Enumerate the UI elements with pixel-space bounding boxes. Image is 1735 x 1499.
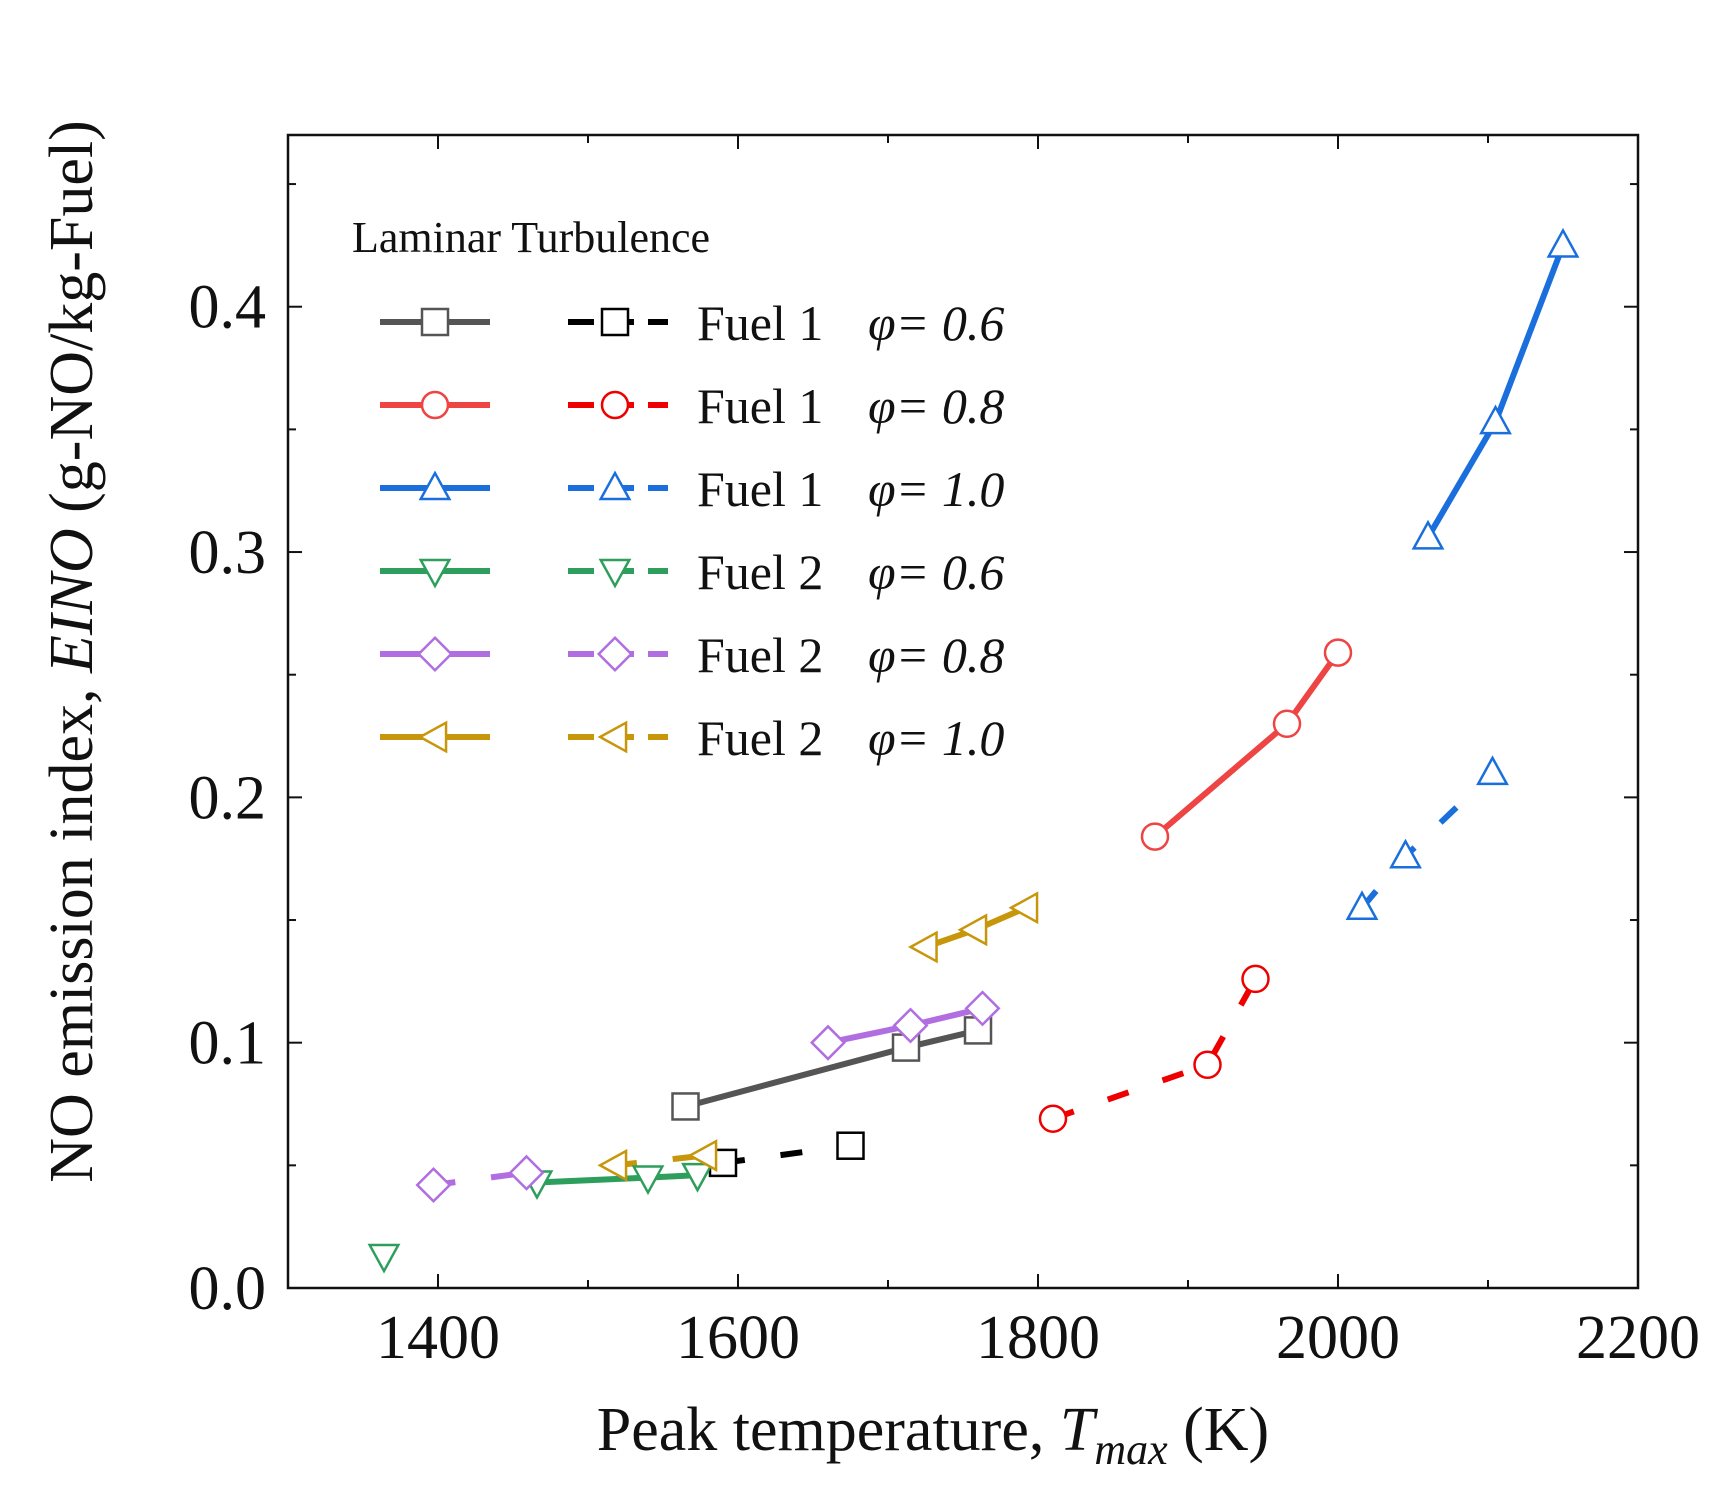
legend-item: Fuel 2 φ= 0.6 xyxy=(380,544,1004,600)
legend-fuel-label: Fuel 1 xyxy=(697,461,823,517)
data-point-turbulence xyxy=(1193,1050,1222,1080)
legend-turbulence-marker xyxy=(600,307,630,337)
plot-frame xyxy=(286,133,1640,1290)
data-point-turbulence xyxy=(1038,1104,1068,1133)
series-line-laminar xyxy=(1153,650,1341,839)
series-line-turbulence xyxy=(614,1152,706,1169)
data-point-laminar xyxy=(907,930,938,964)
data-point-laminar xyxy=(1546,227,1580,258)
data-point-turbulence xyxy=(836,1131,865,1160)
series-line-laminar xyxy=(1425,244,1566,539)
x-tick-label: 1800 xyxy=(976,1304,1100,1372)
plot-area: 1400 1600 1800 2000 2200 0.0 0.1 0.2 0.3 0.4 xyxy=(189,133,1701,1372)
legend-item: Fuel 1 φ= 0.8 xyxy=(380,378,1004,434)
legend-laminar-marker xyxy=(418,558,452,589)
data-point-turbulence xyxy=(1345,890,1379,921)
series-line-turbulence xyxy=(1052,977,1259,1122)
legend-turbulence-marker xyxy=(596,635,634,673)
x-tick-label: 2200 xyxy=(1576,1304,1700,1372)
axis-tick-labels: 1400 1600 1800 2000 2200 0.0 0.1 0.2 0.3 0.4 xyxy=(189,274,1701,1372)
data-point-turbulence xyxy=(1476,755,1509,786)
data-point-laminar xyxy=(671,1092,700,1121)
legend-fuel-label: Fuel 2 xyxy=(697,710,823,766)
data-point-laminar xyxy=(1411,519,1445,550)
legend-fuel-label: Fuel 2 xyxy=(697,627,823,683)
legend-laminar-marker xyxy=(418,470,452,501)
legend-phi-label: φ= 0.6 xyxy=(868,295,1004,351)
x-tick-label: 2000 xyxy=(1276,1304,1400,1372)
data-point-laminar xyxy=(681,1162,714,1193)
legend-item: Fuel 1 φ= 1.0 xyxy=(380,461,1004,517)
data-point-turbulence xyxy=(508,1154,545,1191)
legend: Laminar Turbulence Fuel 1 φ= 0.6 Fuel 1 φ= … xyxy=(352,213,1004,766)
data-point-laminar xyxy=(1479,404,1512,435)
legend-fuel-label: Fuel 2 xyxy=(697,544,823,600)
x-tick-label: 1400 xyxy=(376,1304,500,1372)
legend-phi-label: φ= 0.8 xyxy=(868,378,1004,434)
data-point-turbulence xyxy=(415,1166,452,1203)
data-point-turbulence xyxy=(597,1148,628,1182)
data-point-laminar xyxy=(957,913,988,947)
data-point-laminar xyxy=(1140,822,1170,851)
legend-turbulence-marker xyxy=(597,720,628,754)
data-point-laminar xyxy=(1323,638,1353,667)
y-tick-label: 0.3 xyxy=(189,519,267,587)
series-markers xyxy=(367,227,1580,1274)
legend-turbulence-marker xyxy=(598,470,632,501)
legend-phi-label: φ= 0.6 xyxy=(868,544,1004,600)
data-point-laminar xyxy=(964,990,1001,1027)
legend-laminar-marker xyxy=(420,390,450,420)
y-tick-label: 0.2 xyxy=(189,764,267,832)
legend-fuel-label: Fuel 1 xyxy=(697,378,823,434)
data-point-laminar xyxy=(1008,891,1039,925)
series-line-laminar xyxy=(536,1172,698,1186)
legend-laminar-marker xyxy=(417,720,448,754)
y-tick-label: 0.0 xyxy=(189,1255,267,1323)
data-point-turbulence xyxy=(1389,838,1422,869)
legend-laminar-marker xyxy=(420,307,450,337)
legend-turbulence-marker xyxy=(598,558,632,589)
data-point-turbulence xyxy=(1241,964,1270,994)
legend-phi-label: φ= 0.8 xyxy=(868,627,1004,683)
data-point-laminar xyxy=(631,1165,665,1196)
y-tick-label: 0.4 xyxy=(189,274,267,342)
legend-turbulence-marker xyxy=(600,390,630,420)
data-point-laminar xyxy=(809,1024,847,1061)
data-point-laminar xyxy=(1272,709,1302,739)
legend-phi-label: φ= 1.0 xyxy=(868,461,1004,517)
data-point-turbulence xyxy=(687,1139,718,1172)
legend-phi-label: φ= 1.0 xyxy=(868,710,1004,766)
y-tick-label: 0.1 xyxy=(189,1010,267,1078)
data-point-laminar xyxy=(892,1007,929,1044)
legend-fuel-label: Fuel 1 xyxy=(697,295,823,351)
x-tick-label: 1600 xyxy=(676,1304,800,1372)
x-axis-title: Peak temperature, Tmax (K) xyxy=(597,1396,1269,1474)
legend-header: Laminar Turbulence xyxy=(352,213,710,262)
axis-ticks xyxy=(287,135,1639,1289)
legend-item: Fuel 2 φ= 0.8 xyxy=(380,627,1004,683)
data-point-turbulence xyxy=(367,1243,401,1274)
series-line-turbulence xyxy=(1359,770,1495,910)
legend-item: Fuel 2 φ= 1.0 xyxy=(380,710,1004,766)
y-axis-title: NO emission index, EINO (g-NO/kg-Fuel) xyxy=(38,120,106,1183)
series-line-turbulence xyxy=(722,1142,851,1166)
legend-laminar-marker xyxy=(416,635,454,673)
legend-item: Fuel 1 φ= 0.6 xyxy=(380,295,1004,351)
